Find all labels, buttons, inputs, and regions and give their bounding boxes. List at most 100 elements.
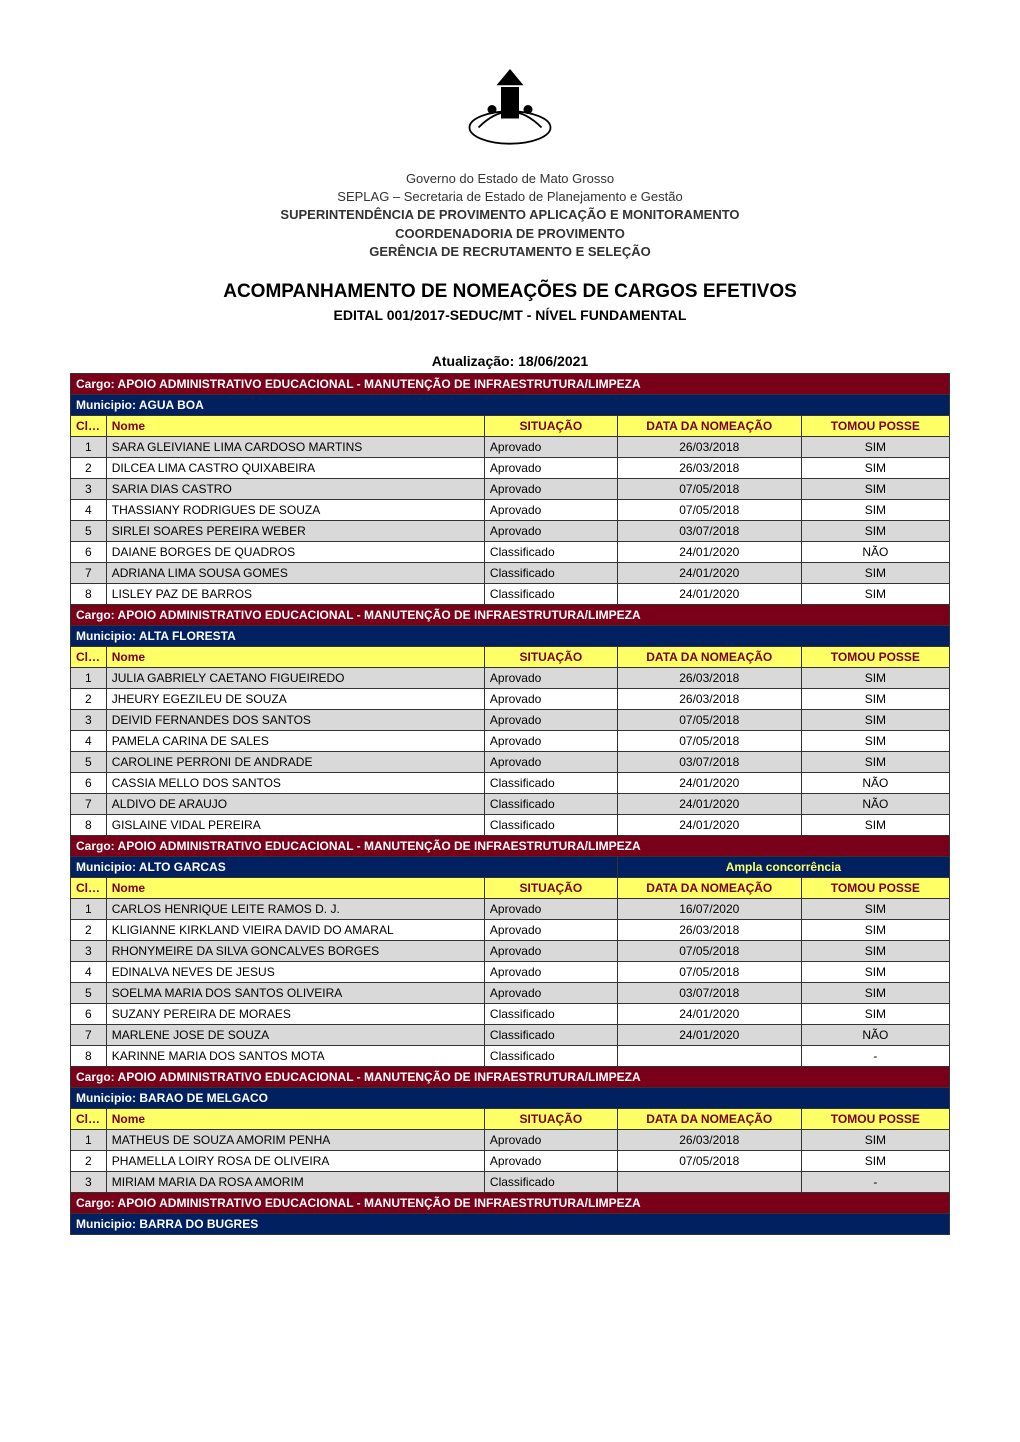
- table-row: 4EDINALVA NEVES DE JESUSAprovado07/05/20…: [71, 961, 950, 982]
- cell-class: 6: [71, 772, 107, 793]
- cell-data: 26/03/2018: [617, 688, 801, 709]
- cell-data: 24/01/2020: [617, 562, 801, 583]
- state-logo: [70, 60, 950, 150]
- cargo-row: Cargo: APOIO ADMINISTRATIVO EDUCACIONAL …: [71, 373, 950, 394]
- cell-class: 7: [71, 793, 107, 814]
- cell-data: 07/05/2018: [617, 940, 801, 961]
- cell-class: 6: [71, 1003, 107, 1024]
- cell-class: 5: [71, 982, 107, 1003]
- cell-situacao: Classificado: [484, 1024, 617, 1045]
- cell-nome: MIRIAM MARIA DA ROSA AMORIM: [106, 1171, 484, 1192]
- table-row: 8KARINNE MARIA DOS SANTOS MOTAClassifica…: [71, 1045, 950, 1066]
- cell-situacao: Classificado: [484, 583, 617, 604]
- col-header-class: Class.: [71, 877, 107, 898]
- table-row: 1MATHEUS DE SOUZA AMORIM PENHAAprovado26…: [71, 1129, 950, 1150]
- cell-posse: -: [801, 1045, 949, 1066]
- cell-data: 03/07/2018: [617, 982, 801, 1003]
- municipio-row: Municipio: ALTA FLORESTA: [71, 625, 950, 646]
- col-header-situacao: SITUAÇÃO: [484, 1108, 617, 1129]
- cell-class: 8: [71, 583, 107, 604]
- col-header-class: Class.: [71, 415, 107, 436]
- cell-situacao: Aprovado: [484, 688, 617, 709]
- table-row: 7MARLENE JOSE DE SOUZAClassificado24/01/…: [71, 1024, 950, 1045]
- cell-class: 3: [71, 478, 107, 499]
- col-header-nome: Nome: [106, 877, 484, 898]
- cell-nome: GISLAINE VIDAL PEREIRA: [106, 814, 484, 835]
- cell-situacao: Classificado: [484, 772, 617, 793]
- cell-data: 03/07/2018: [617, 751, 801, 772]
- cell-nome: CAROLINE PERRONI DE ANDRADE: [106, 751, 484, 772]
- nominations-table: Cargo: APOIO ADMINISTRATIVO EDUCACIONAL …: [70, 373, 950, 1235]
- cell-posse: SIM: [801, 751, 949, 772]
- cell-nome: EDINALVA NEVES DE JESUS: [106, 961, 484, 982]
- cell-data: 07/05/2018: [617, 961, 801, 982]
- table-row: 7ADRIANA LIMA SOUSA GOMESClassificado24/…: [71, 562, 950, 583]
- header-line-2: SEPLAG – Secretaria de Estado de Planeja…: [70, 188, 950, 206]
- cargo-row: Cargo: APOIO ADMINISTRATIVO EDUCACIONAL …: [71, 604, 950, 625]
- cell-posse: SIM: [801, 919, 949, 940]
- cell-class: 3: [71, 1171, 107, 1192]
- cell-posse: SIM: [801, 520, 949, 541]
- table-row: 5CAROLINE PERRONI DE ANDRADEAprovado03/0…: [71, 751, 950, 772]
- cell-nome: THASSIANY RODRIGUES DE SOUZA: [106, 499, 484, 520]
- cell-class: 5: [71, 520, 107, 541]
- table-row: 5SIRLEI SOARES PEREIRA WEBERAprovado03/0…: [71, 520, 950, 541]
- cell-class: 5: [71, 751, 107, 772]
- cell-situacao: Aprovado: [484, 898, 617, 919]
- cell-posse: SIM: [801, 688, 949, 709]
- cell-data: 26/03/2018: [617, 919, 801, 940]
- cell-situacao: Classificado: [484, 541, 617, 562]
- table-row: 3RHONYMEIRE DA SILVA GONCALVES BORGESApr…: [71, 940, 950, 961]
- col-header-nome: Nome: [106, 415, 484, 436]
- cell-posse: SIM: [801, 730, 949, 751]
- cell-nome: DILCEA LIMA CASTRO QUIXABEIRA: [106, 457, 484, 478]
- cell-nome: JULIA GABRIELY CAETANO FIGUEIREDO: [106, 667, 484, 688]
- cell-class: 3: [71, 709, 107, 730]
- cell-data: 26/03/2018: [617, 1129, 801, 1150]
- table-row: 4PAMELA CARINA DE SALESAprovado07/05/201…: [71, 730, 950, 751]
- cell-nome: SOELMA MARIA DOS SANTOS OLIVEIRA: [106, 982, 484, 1003]
- cell-nome: SIRLEI SOARES PEREIRA WEBER: [106, 520, 484, 541]
- cell-situacao: Aprovado: [484, 730, 617, 751]
- cell-posse: SIM: [801, 940, 949, 961]
- cell-nome: KLIGIANNE KIRKLAND VIEIRA DAVID DO AMARA…: [106, 919, 484, 940]
- cell-situacao: Aprovado: [484, 940, 617, 961]
- cell-nome: ADRIANA LIMA SOUSA GOMES: [106, 562, 484, 583]
- concurrencia-label: Ampla concorrência: [617, 856, 949, 877]
- cell-data: 26/03/2018: [617, 667, 801, 688]
- col-header-posse: TOMOU POSSE: [801, 415, 949, 436]
- cell-situacao: Aprovado: [484, 919, 617, 940]
- cell-nome: SARA GLEIVIANE LIMA CARDOSO MARTINS: [106, 436, 484, 457]
- cell-posse: SIM: [801, 562, 949, 583]
- main-title: ACOMPANHAMENTO DE NOMEAÇÕES DE CARGOS EF…: [70, 281, 950, 303]
- cell-situacao: Aprovado: [484, 457, 617, 478]
- header-block: Governo do Estado de Mato Grosso SEPLAG …: [70, 170, 950, 261]
- header-line-3: SUPERINTENDÊNCIA DE PROVIMENTO APLICAÇÃO…: [70, 206, 950, 224]
- cell-posse: SIM: [801, 982, 949, 1003]
- table-row: 1SARA GLEIVIANE LIMA CARDOSO MARTINSApro…: [71, 436, 950, 457]
- cell-data: 24/01/2020: [617, 814, 801, 835]
- table-row: 8GISLAINE VIDAL PEREIRAClassificado24/01…: [71, 814, 950, 835]
- col-header-data: DATA DA NOMEAÇÃO: [617, 877, 801, 898]
- cell-class: 1: [71, 898, 107, 919]
- cell-posse: SIM: [801, 667, 949, 688]
- col-header-data: DATA DA NOMEAÇÃO: [617, 415, 801, 436]
- cell-data: 26/03/2018: [617, 457, 801, 478]
- municipio-row: Municipio: ALTO GARCAS: [71, 856, 618, 877]
- cell-class: 8: [71, 814, 107, 835]
- table-row: 1CARLOS HENRIQUE LEITE RAMOS D. J.Aprova…: [71, 898, 950, 919]
- cell-situacao: Aprovado: [484, 1129, 617, 1150]
- cell-posse: NÃO: [801, 772, 949, 793]
- cell-situacao: Aprovado: [484, 667, 617, 688]
- cell-class: 6: [71, 541, 107, 562]
- cell-nome: MATHEUS DE SOUZA AMORIM PENHA: [106, 1129, 484, 1150]
- cell-posse: SIM: [801, 436, 949, 457]
- cell-situacao: Aprovado: [484, 961, 617, 982]
- table-row: 3DEIVID FERNANDES DOS SANTOSAprovado07/0…: [71, 709, 950, 730]
- cell-data: 16/07/2020: [617, 898, 801, 919]
- cell-posse: NÃO: [801, 1024, 949, 1045]
- cell-posse: SIM: [801, 898, 949, 919]
- col-header-nome: Nome: [106, 646, 484, 667]
- cell-class: 2: [71, 688, 107, 709]
- cell-posse: SIM: [801, 709, 949, 730]
